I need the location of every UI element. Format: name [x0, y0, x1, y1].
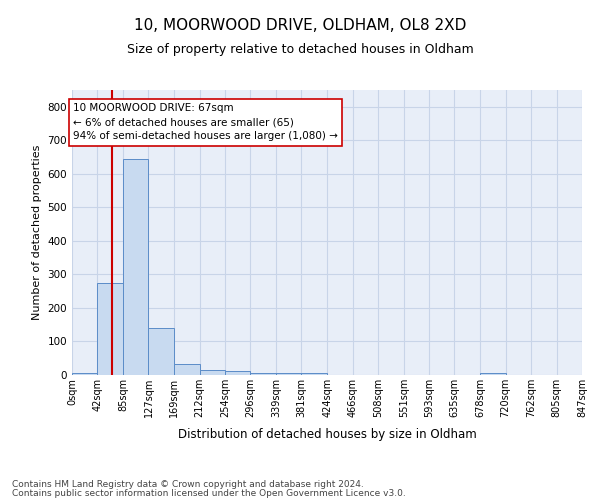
Text: 10 MOORWOOD DRIVE: 67sqm
← 6% of detached houses are smaller (65)
94% of semi-de: 10 MOORWOOD DRIVE: 67sqm ← 6% of detache… — [73, 104, 338, 142]
Bar — [250, 372, 276, 375]
Text: Contains HM Land Registry data © Crown copyright and database right 2024.: Contains HM Land Registry data © Crown c… — [12, 480, 364, 489]
Text: 10, MOORWOOD DRIVE, OLDHAM, OL8 2XD: 10, MOORWOOD DRIVE, OLDHAM, OL8 2XD — [134, 18, 466, 32]
X-axis label: Distribution of detached houses by size in Oldham: Distribution of detached houses by size … — [178, 428, 476, 442]
Bar — [200, 370, 225, 375]
Text: Size of property relative to detached houses in Oldham: Size of property relative to detached ho… — [127, 42, 473, 56]
Bar — [148, 328, 174, 375]
Bar — [123, 158, 148, 375]
Bar — [174, 364, 200, 375]
Bar — [72, 374, 97, 375]
Bar — [480, 374, 506, 375]
Bar — [301, 372, 328, 375]
Bar — [276, 374, 301, 375]
Text: Contains public sector information licensed under the Open Government Licence v3: Contains public sector information licen… — [12, 489, 406, 498]
Y-axis label: Number of detached properties: Number of detached properties — [32, 145, 42, 320]
Bar — [225, 372, 250, 375]
Bar — [97, 283, 123, 375]
